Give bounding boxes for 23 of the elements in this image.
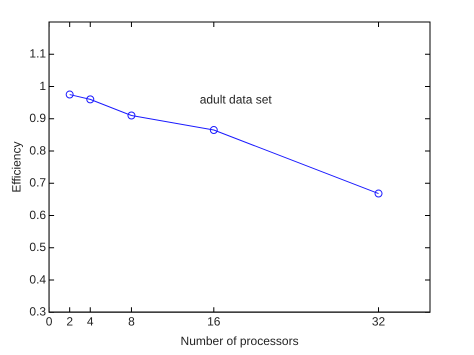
y-tick-label: 0.7 [29,176,46,190]
y-tick-label: 0.6 [29,208,46,222]
y-tick-label: 0.3 [29,304,46,319]
y-tick-label: 0.8 [29,143,46,158]
y-axis-title: Efficiency [10,142,24,193]
x-tick-label: 0 [46,314,53,329]
point [210,126,218,134]
x-tick-label: 2 [66,314,74,329]
series-label: adult data set [200,92,272,106]
x-tick-label: 32 [372,314,386,329]
y-tick-label: 0.9 [29,111,46,126]
y-tick-label: 1 [39,78,46,93]
y-tick-label: 0.4 [29,272,46,286]
point [127,112,136,120]
x-tick-label: 16 [207,314,221,329]
point [66,90,74,99]
x-axis-title: Number of processors [180,334,299,348]
y-tick-label: 1.1 [29,46,46,61]
point [374,190,383,198]
x-tick-label: 8 [128,314,136,329]
point [86,95,94,104]
x-tick-label: 4 [86,314,94,329]
y-tick-label: 0.5 [29,240,46,254]
